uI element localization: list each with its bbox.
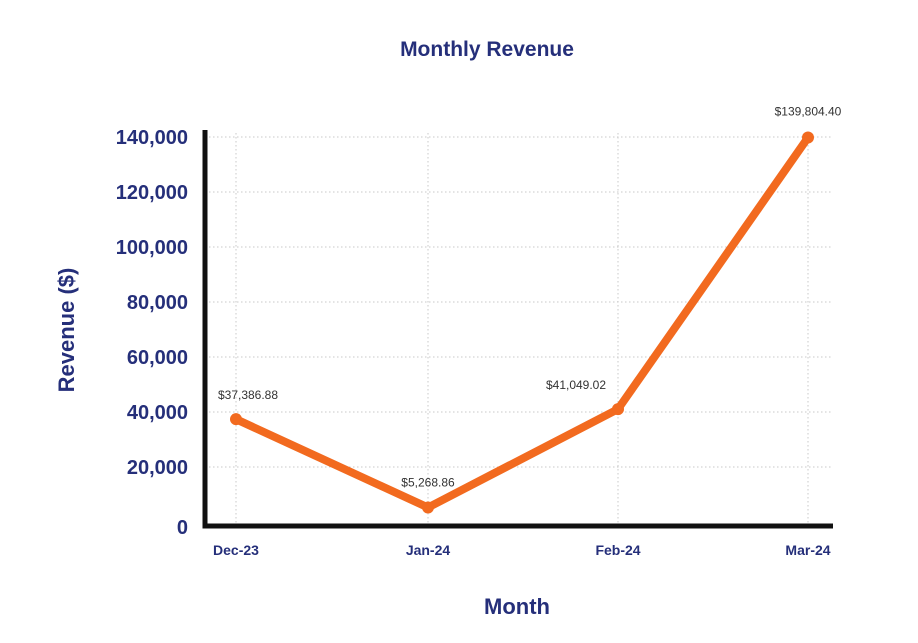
y-tick-label: 20,000 xyxy=(127,457,188,479)
data-labels: $37,386.88 $5,268.86 $41,049.02 $139,804.40 xyxy=(218,105,842,490)
data-label: $41,049.02 xyxy=(546,378,606,392)
series-line xyxy=(232,133,812,512)
data-point xyxy=(612,403,624,416)
x-tick-label: Jan-24 xyxy=(406,542,451,558)
tick-labels: 0 20,000 40,000 60,000 80,000 100,000 120,000 1… xyxy=(116,127,831,558)
data-point xyxy=(230,413,242,426)
data-label: $5,268.86 xyxy=(401,476,455,490)
y-tick-label: 0 xyxy=(177,517,188,539)
data-point xyxy=(422,501,434,514)
y-tick-label: 100,000 xyxy=(116,237,188,259)
grid-lines xyxy=(205,133,833,526)
y-tick-label: 60,000 xyxy=(127,347,188,369)
data-label: $37,386.88 xyxy=(218,388,278,402)
y-axis-title: Revenue ($) xyxy=(54,268,79,393)
x-tick-label: Feb-24 xyxy=(595,542,640,558)
x-tick-label: Dec-23 xyxy=(213,542,259,558)
x-axis-title: Month xyxy=(484,594,550,619)
y-tick-label: 140,000 xyxy=(116,127,188,149)
axes xyxy=(202,130,833,529)
series-revenue xyxy=(230,131,814,514)
y-tick-label: 80,000 xyxy=(127,292,188,314)
y-tick-label: 120,000 xyxy=(116,182,188,204)
data-label: $139,804.40 xyxy=(775,105,842,119)
x-tick-label: Mar-24 xyxy=(785,542,830,558)
data-point xyxy=(802,131,814,144)
y-tick-label: 40,000 xyxy=(127,402,188,424)
chart-title: Monthly Revenue xyxy=(400,38,574,61)
